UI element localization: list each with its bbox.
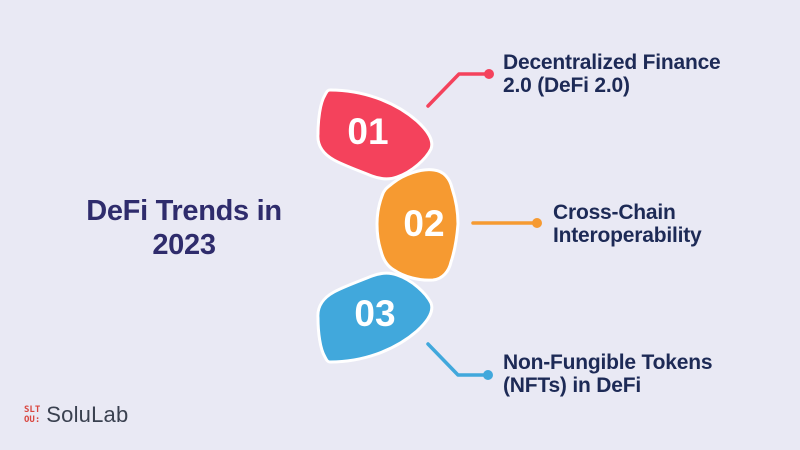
item-label-03-line-1: Non-Fungible Tokens [503, 351, 713, 374]
solulab-logo-icon-row-1: SLT [24, 405, 41, 415]
connector-line-03 [426, 342, 485, 377]
page-title-line-2: 2023 [152, 229, 216, 261]
segment-01-number: 01 [347, 111, 388, 152]
solulab-logo-icon: SLT OU: [24, 405, 40, 425]
solulab-logo: SLT OU: SoluLab [24, 402, 128, 428]
connector-dot-01 [484, 69, 494, 79]
segment-03-shape [316, 271, 434, 364]
segment-02-shape [375, 168, 460, 282]
segment-02-number: 02 [403, 203, 444, 244]
item-label-02-line-1: Cross-Chain [553, 201, 676, 224]
segment-01-shape [316, 88, 434, 181]
solulab-logo-name: SoluLab [46, 402, 129, 427]
page-title-line-1: DeFi Trends in [86, 195, 282, 227]
item-label-03: Non-Fungible Tokens (NFTs) in DeFi [503, 351, 753, 397]
connector-dot-02 [532, 218, 542, 228]
solulab-logo-icon-row-2: OU: [24, 415, 41, 425]
item-label-03-line-2: (NFTs) in DeFi [503, 374, 641, 397]
page-title: DeFi Trends in 2023 [44, 194, 324, 262]
item-label-01-line-2: 2.0 (DeFi 2.0) [503, 74, 630, 97]
segment-03-number: 03 [354, 293, 395, 334]
connector-dot-03 [483, 370, 493, 380]
item-label-01: Decentralized Finance 2.0 (DeFi 2.0) [503, 51, 753, 97]
connector-line-01 [426, 72, 486, 108]
item-label-02: Cross-Chain Interoperability [553, 201, 793, 247]
item-label-02-line-2: Interoperability [553, 224, 702, 247]
item-label-01-line-1: Decentralized Finance [503, 51, 721, 74]
